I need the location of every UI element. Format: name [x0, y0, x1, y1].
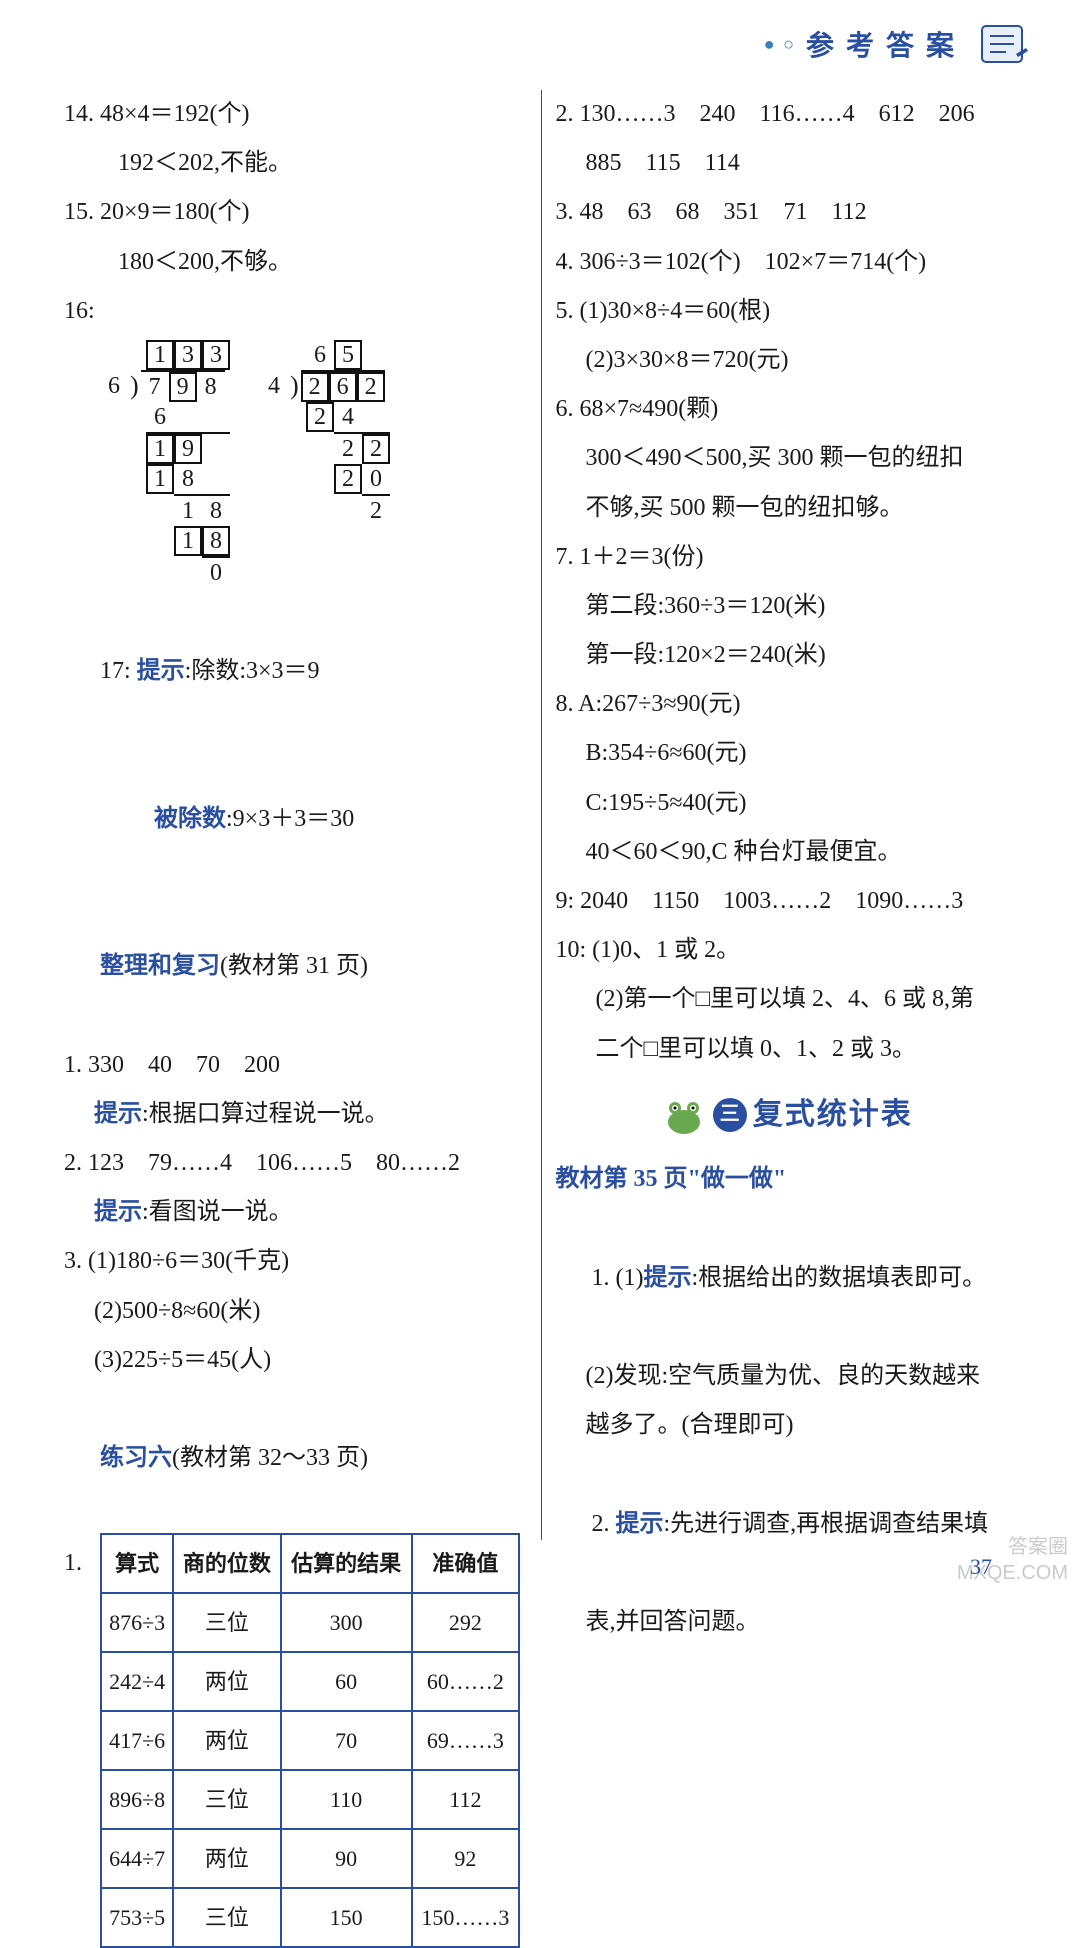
item-14a: 14. 48×4＝192(个): [64, 90, 527, 139]
r10b: (2)第一个□里可以填 2、4、6 或 8,第: [556, 975, 1019, 1024]
header-title: 参考答案: [806, 24, 966, 64]
section-badge: 三: [713, 1098, 747, 1132]
s1-3a: 3. (1)180÷6＝30(千克): [64, 1237, 527, 1286]
long-division-1: 1336)7986191818180: [100, 340, 230, 588]
section-practice6-title: 练习六: [100, 1445, 172, 1471]
watermark-line1: 答案圈: [957, 1534, 1068, 1560]
r10a: 10: (1)0、1 或 2。: [556, 926, 1019, 975]
hint-label: 提示: [94, 1199, 142, 1225]
s3-1b: (2)发现:空气质量为优、良的天数越来: [556, 1352, 1019, 1401]
r7a: 7. 1＋2＝3(份): [556, 533, 1019, 582]
left-column: 14. 48×4＝192(个) 192＜202,不能。 15. 20×9＝180…: [50, 90, 542, 1540]
s3-1a-post: :根据给出的数据填表即可。: [691, 1265, 986, 1291]
table-wrapper: 1. 算式商的位数估算的结果准确值876÷3三位300292242÷4两位606…: [64, 1533, 527, 1948]
r4: 4. 306÷3＝102(个) 102×7＝714(个): [556, 238, 1019, 287]
mascot-icon: [661, 1092, 707, 1138]
r8d: 40＜60＜90,C 种台灯最便宜。: [556, 828, 1019, 877]
item-17a-rest: :除数:3×3＝9: [185, 658, 320, 684]
item-17b: 被除数:9×3＋3＝30: [64, 746, 527, 894]
s3-1c: 越多了。(合理即可): [556, 1401, 1019, 1450]
long-division-group: 1336)7986191818180 654)2622422202: [100, 340, 527, 588]
content-columns: 14. 48×4＝192(个) 192＜202,不能。 15. 20×9＝180…: [50, 90, 1032, 1540]
estimation-table: 算式商的位数估算的结果准确值876÷3三位300292242÷4两位6060………: [100, 1533, 520, 1948]
s1-2b: 提示:看图说一说。: [64, 1188, 527, 1237]
s3-2-post: :先进行调查,再根据调查结果填: [664, 1511, 989, 1537]
hint-label: 提示: [137, 658, 185, 684]
hint-label: 提示: [616, 1511, 664, 1537]
sect3-ref: 教材第 35 页"做一做": [556, 1155, 1019, 1204]
s3-1a-pre: 1. (1): [592, 1265, 644, 1291]
section-review: 整理和复习(教材第 31 页): [64, 893, 527, 1041]
section-practice6: 练习六(教材第 32～33 页): [64, 1385, 527, 1533]
long-division-2: 654)2622422202: [260, 340, 390, 526]
dividend-label: 被除数: [154, 806, 226, 832]
watermark-line2: MXQE.COM: [957, 1560, 1068, 1586]
s3-1a: 1. (1)提示:根据给出的数据填表即可。: [556, 1204, 1019, 1352]
page-header: ● ○ 参考答案: [764, 20, 1032, 68]
section-compound-table: 三 复式统计表: [556, 1084, 1019, 1146]
r2b: 885 115 114: [556, 139, 1019, 188]
hint-label: 提示: [94, 1101, 142, 1127]
section-practice6-ref: (教材第 32～33 页): [172, 1445, 368, 1471]
s1-1: 1. 330 40 70 200: [64, 1041, 527, 1090]
s1-3b: (2)500÷8≈60(米): [64, 1287, 527, 1336]
section-review-title: 整理和复习: [100, 953, 220, 979]
item-17a-text: 17:: [100, 658, 137, 684]
s1-1b: 提示:根据口算过程说一说。: [64, 1090, 527, 1139]
r5b: (2)3×30×8＝720(元): [556, 336, 1019, 385]
item-17a: 17: 提示:除数:3×3＝9: [64, 598, 527, 746]
watermark: 答案圈 MXQE.COM: [957, 1534, 1068, 1586]
r8c: C:195÷5≈40(元): [556, 779, 1019, 828]
s3-2b: 表,并回答问题。: [556, 1598, 1019, 1647]
s3-2: 2. 提示:先进行调查,再根据调查结果填: [556, 1450, 1019, 1598]
r2: 2. 130……3 240 116……4 612 206: [556, 90, 1019, 139]
hint-label: 提示: [643, 1265, 691, 1291]
s1-3c: (3)225÷5＝45(人): [64, 1336, 527, 1385]
table-prefix: 1.: [64, 1533, 82, 1588]
r7b: 第二段:360÷3＝120(米): [556, 582, 1019, 631]
s1-2: 2. 123 79……4 106……5 80……2: [64, 1139, 527, 1188]
r3: 3. 48 63 68 351 71 112: [556, 188, 1019, 237]
header-dots: ● ○: [764, 34, 796, 55]
right-column: 2. 130……3 240 116……4 612 206 885 115 114…: [542, 90, 1033, 1540]
r8a: 8. A:267÷3≈90(元): [556, 680, 1019, 729]
r9: 9: 2040 1150 1003……2 1090……3: [556, 877, 1019, 926]
r5a: 5. (1)30×8÷4＝60(根): [556, 287, 1019, 336]
notepad-icon: [976, 20, 1032, 68]
r6a: 6. 68×7≈490(颗): [556, 385, 1019, 434]
item-17b-rest: :9×3＋3＝30: [226, 806, 354, 832]
item-14b: 192＜202,不能。: [64, 139, 527, 188]
item-15b: 180＜200,不够。: [64, 238, 527, 287]
item-16: 16:: [64, 287, 527, 336]
section-review-ref: (教材第 31 页): [220, 953, 368, 979]
section-label: 复式统计表: [753, 1084, 913, 1146]
r8b: B:354÷6≈60(元): [556, 729, 1019, 778]
s1-1b-rest: :根据口算过程说一说。: [142, 1101, 389, 1127]
r7c: 第一段:120×2＝240(米): [556, 631, 1019, 680]
r6b: 300＜490＜500,买 300 颗一包的纽扣: [556, 434, 1019, 483]
r6c: 不够,买 500 颗一包的纽扣够。: [556, 484, 1019, 533]
s1-2b-rest: :看图说一说。: [142, 1199, 293, 1225]
r10c: 二个□里可以填 0、1、2 或 3。: [556, 1025, 1019, 1074]
s3-2-pre: 2.: [592, 1511, 616, 1537]
item-15a: 15. 20×9＝180(个): [64, 188, 527, 237]
